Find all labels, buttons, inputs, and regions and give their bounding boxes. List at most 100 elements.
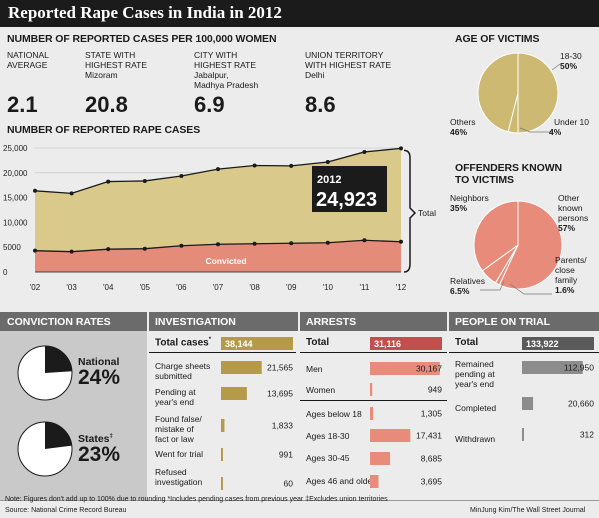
row-label: investigation xyxy=(155,477,203,487)
x-tick-label: '03 xyxy=(66,283,77,292)
value-bar xyxy=(370,452,391,465)
age-label-others: Others xyxy=(450,117,476,127)
value-bar xyxy=(522,428,524,441)
total-area xyxy=(35,148,401,272)
stat-place: Delhi xyxy=(305,70,325,80)
bar-value-label: 13,695 xyxy=(267,389,293,399)
offenders-label-other: Other xyxy=(558,193,580,203)
arrests-row-label: Women xyxy=(306,385,336,395)
value-bar xyxy=(370,383,373,396)
stat-place: Madhya Pradesh xyxy=(194,80,259,90)
row-label: Found false/ xyxy=(155,414,202,424)
arrests-row-label: Ages 30-45 xyxy=(306,453,350,463)
y-tick-label: 20,000 xyxy=(3,169,28,178)
footnote-mark: ‡ xyxy=(109,433,113,440)
bar-value-label: 991 xyxy=(279,450,293,460)
total-point xyxy=(399,146,403,151)
offenders-label-parents: family xyxy=(555,275,578,285)
y-tick-label: 15,000 xyxy=(3,194,28,203)
trial-row-label: Completed xyxy=(455,403,497,413)
x-tick-label: '10 xyxy=(323,283,334,292)
x-tick-label: '09 xyxy=(286,283,297,292)
x-tick-label: '12 xyxy=(396,283,407,292)
investigation-total-label: Total cases* xyxy=(155,337,211,348)
investigation-title: INVESTIGATION xyxy=(155,316,236,328)
stat-label: HIGHEST RATE xyxy=(194,60,257,70)
total-point xyxy=(33,188,37,193)
row-label: Refused xyxy=(155,467,187,477)
stat-value: 20.8 xyxy=(85,92,128,117)
x-tick-label: '11 xyxy=(359,283,369,292)
investigation-row-label: Found false/mistake of fact or law xyxy=(155,414,202,444)
conviction-value-national: 24% xyxy=(78,366,121,389)
value-bar xyxy=(221,448,223,461)
conviction-value-states: 23% xyxy=(78,443,121,466)
row-label: fact or law xyxy=(155,434,194,444)
conviction-pies xyxy=(17,345,73,477)
per100k-heading: NUMBER OF REPORTED CASES PER 100,000 WOM… xyxy=(7,33,277,45)
value-bar xyxy=(221,477,223,490)
offenders-pct-relatives: 6.5% xyxy=(450,286,470,296)
investigation-bars: 38,144 21,565 13,695 1,833 991 60 xyxy=(221,337,294,490)
investigation-row-label: Pending at year's end xyxy=(155,387,196,407)
stat-label: UNION TERRITORY xyxy=(305,50,384,60)
stat-value: 2.1 xyxy=(7,92,38,117)
convicted-point xyxy=(325,240,330,245)
footnote-mark: * xyxy=(208,337,212,343)
series-label-convicted: Convicted xyxy=(205,256,246,266)
conviction-label-states: States‡ xyxy=(78,433,113,445)
value-bar xyxy=(370,407,374,420)
offenders-label-relatives: Relatives xyxy=(450,276,485,286)
age-pct-others: 46% xyxy=(450,127,468,137)
stat-label: NATIONAL xyxy=(7,50,49,60)
investigation-total-text: Total cases xyxy=(155,337,209,349)
stat-state: STATE WITH HIGHEST RATE Mizoram xyxy=(85,50,147,80)
arrests-row-label: Ages 18-30 xyxy=(306,431,350,441)
total-bar xyxy=(221,337,293,350)
area-chart-title: NUMBER OF REPORTED RAPE CASES xyxy=(7,124,201,136)
convicted-point xyxy=(399,239,403,244)
total-value: 38,144 xyxy=(225,339,253,349)
row-label: Went for trial xyxy=(155,449,204,459)
value-bar xyxy=(370,429,411,442)
stat-place: Mizoram xyxy=(85,70,118,80)
leader-line xyxy=(480,280,505,291)
offenders-title-line1: OFFENDERS KNOWN xyxy=(455,162,562,174)
bar-value-label: 60 xyxy=(284,479,294,489)
stat-label: WITH HIGHEST RATE xyxy=(305,60,392,70)
offenders-pct-neighbors: 35% xyxy=(450,203,468,213)
y-tick-label: 25,000 xyxy=(3,144,28,153)
rule xyxy=(300,352,447,353)
bar-value-label: 949 xyxy=(428,385,442,395)
offenders-pct-parents: 1.6% xyxy=(555,285,575,295)
trial-total-label: Total xyxy=(455,337,479,348)
convicted-point xyxy=(69,249,74,254)
age-pie-title: AGE OF VICTIMS xyxy=(455,33,540,45)
offenders-label-other: known xyxy=(558,203,583,213)
pie-slice xyxy=(498,200,563,290)
convicted-point xyxy=(216,242,220,247)
footer-credit: MinJung Kim/The Wall Street Journal xyxy=(470,507,586,514)
y-tick-label: 10,000 xyxy=(3,218,28,227)
total-bracket xyxy=(403,149,417,273)
value-bar xyxy=(522,361,583,374)
bar-value-label: 17,431 xyxy=(416,431,442,441)
trial-row-label: Withdrawn xyxy=(455,434,496,444)
investigation-row-label: Refused investigation xyxy=(155,467,202,487)
bar-value-label: 8,685 xyxy=(421,454,443,464)
divider xyxy=(298,312,300,500)
total-point xyxy=(179,174,184,179)
total-value: 31,116 xyxy=(374,339,401,349)
row-label: pending at xyxy=(455,369,495,379)
total-bar xyxy=(370,337,442,350)
total-value: 133,922 xyxy=(526,339,559,349)
trial-row-label: Remained pending at year's end xyxy=(455,359,495,389)
value-bar xyxy=(370,475,379,488)
callout-value: 24,923 xyxy=(316,189,377,211)
rule xyxy=(449,352,599,353)
x-tick-label: '06 xyxy=(176,283,187,292)
total-point xyxy=(325,160,330,165)
pie-slice xyxy=(517,52,559,134)
value-bar xyxy=(221,419,225,432)
x-tick-label: '02 xyxy=(30,283,41,292)
